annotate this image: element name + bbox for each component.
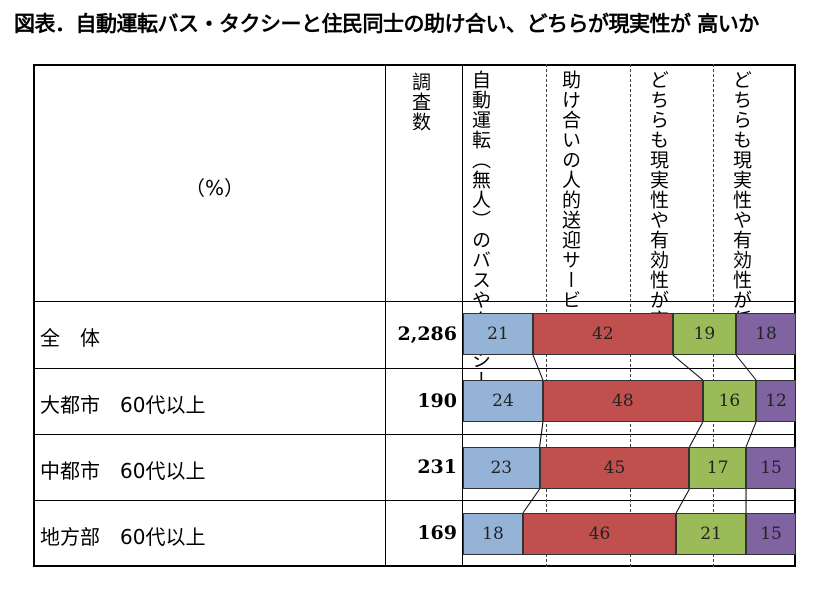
- count-mid-city: 231: [417, 456, 457, 478]
- segment-both-high: 17: [689, 447, 747, 489]
- row-divider: [33, 500, 796, 501]
- column-header-both-high: どちらも現実性や有効性が高い: [647, 70, 669, 350]
- segment-autonomous: 23: [463, 447, 540, 489]
- series-connector-line: [675, 488, 690, 514]
- series-connector-line: [688, 421, 704, 448]
- segment-both-high: 19: [672, 313, 737, 355]
- segment-mutual-aid: 46: [522, 513, 677, 555]
- series-connector-line: [745, 421, 757, 448]
- series-connector-line: [672, 354, 704, 381]
- segment-autonomous: 18: [463, 513, 523, 555]
- label-column-divider: [385, 64, 386, 567]
- row-label-mid-city: 中都市 60代以上: [40, 459, 206, 483]
- series-connector-line: [539, 421, 544, 448]
- segment-mutual-aid: 48: [542, 380, 703, 422]
- segment-autonomous: 21: [463, 313, 533, 355]
- segment-both-high: 21: [676, 513, 747, 555]
- series-connector-line: [532, 354, 544, 381]
- column-header-mutual-aid: 助け合いの人的送迎サービス: [559, 70, 581, 330]
- segment-both-low: 12: [756, 380, 796, 422]
- segment-mutual-aid: 45: [539, 447, 690, 489]
- count-rural: 169: [417, 522, 457, 544]
- unit-label: （%）: [185, 176, 245, 200]
- series-connector-line: [522, 488, 541, 514]
- row-label-large-city: 大都市 60代以上: [40, 393, 206, 417]
- column-header-both-low: どちらも現実性や有効性が低い: [730, 70, 752, 350]
- count-header: 調査数: [409, 72, 431, 132]
- row-label-rural: 地方部 60代以上: [40, 525, 206, 549]
- chart-title: 図表．自動運転バス・タクシーと住民同士の助け合い、どちらが現実性が 高いか: [14, 12, 759, 36]
- segment-both-low: 15: [746, 513, 796, 555]
- segment-both-low: 18: [736, 313, 796, 355]
- header-divider: [33, 301, 796, 302]
- row-divider: [33, 368, 796, 369]
- count-large-city: 190: [417, 390, 457, 412]
- segment-both-low: 15: [746, 447, 796, 489]
- series-connector-line: [735, 354, 757, 381]
- segment-autonomous: 24: [463, 380, 543, 422]
- count-total: 2,286: [397, 323, 458, 345]
- segment-both-high: 16: [702, 380, 757, 422]
- segment-mutual-aid: 42: [532, 313, 673, 355]
- row-divider: [33, 434, 796, 435]
- row-label-total: 全 体: [40, 326, 100, 350]
- count-column-divider: [462, 64, 463, 567]
